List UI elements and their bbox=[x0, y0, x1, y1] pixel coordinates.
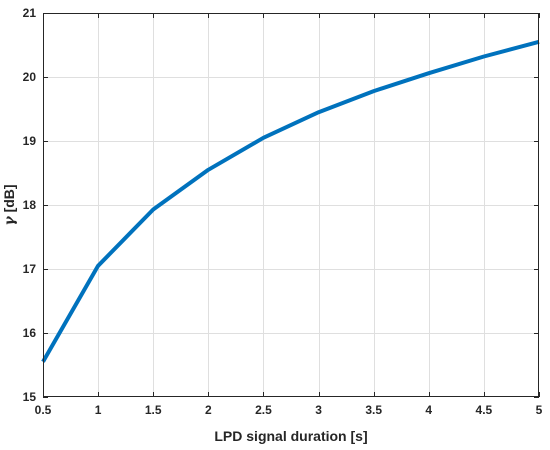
x-tick-label: 1 bbox=[95, 403, 102, 417]
y-axis-title-unit: [dB] bbox=[1, 184, 17, 212]
y-tick-label: 15 bbox=[23, 390, 37, 404]
y-tick-label: 21 bbox=[23, 6, 37, 20]
x-tick-label: 3.5 bbox=[365, 403, 382, 417]
x-tick-label: 2 bbox=[205, 403, 212, 417]
x-tick-label: 2.5 bbox=[255, 403, 272, 417]
x-tick-label: 3 bbox=[315, 403, 322, 417]
grid-lines bbox=[43, 13, 539, 397]
y-tick-label: 20 bbox=[23, 70, 37, 84]
y-axis-title-symbol: γ bbox=[2, 216, 18, 226]
y-tick-labels: 15 16 17 18 19 20 21 bbox=[23, 6, 37, 404]
axis-ticks bbox=[43, 13, 540, 398]
x-tick-label: 0.5 bbox=[35, 403, 52, 417]
y-tick-label: 19 bbox=[23, 134, 37, 148]
x-tick-labels: 0.5 1 1.5 2 2.5 3 3.5 4 4.5 5 bbox=[35, 403, 543, 417]
y-tick-label: 17 bbox=[23, 262, 37, 276]
y-tick-label: 18 bbox=[23, 198, 37, 212]
x-axis-title: LPD signal duration [s] bbox=[214, 428, 367, 444]
y-tick-label: 16 bbox=[23, 326, 37, 340]
series-line bbox=[41, 39, 540, 363]
x-tick-label: 4.5 bbox=[476, 403, 493, 417]
x-tick-label: 5 bbox=[536, 403, 543, 417]
y-axis-title: γ [dB] bbox=[1, 184, 18, 225]
x-tick-label: 1.5 bbox=[145, 403, 162, 417]
x-tick-label: 4 bbox=[425, 403, 432, 417]
series-layer bbox=[41, 39, 540, 363]
